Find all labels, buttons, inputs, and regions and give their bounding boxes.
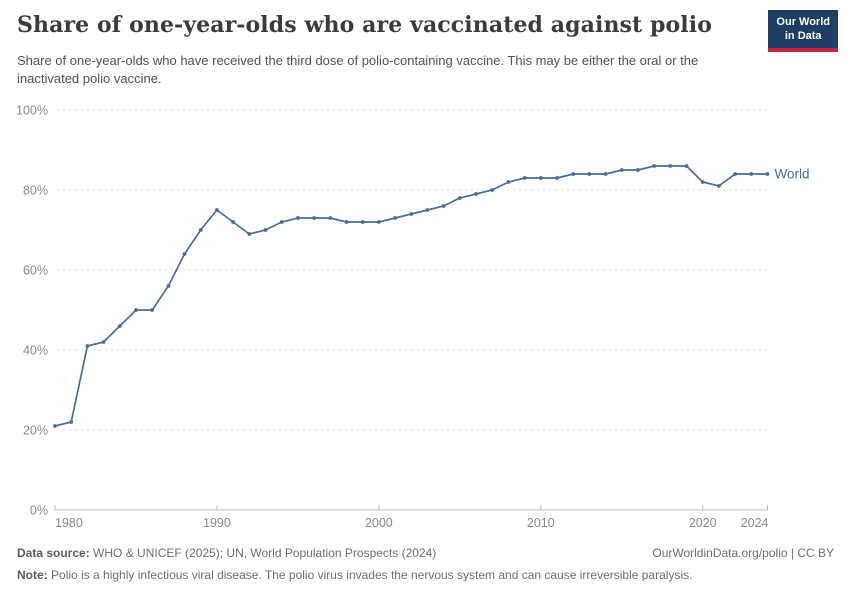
- x-axis-label: 2024: [741, 516, 769, 530]
- data-source-label: Data source:: [17, 546, 90, 560]
- y-axis-label: 60%: [23, 264, 48, 278]
- note-text: Polio is a highly infectious viral disea…: [51, 568, 693, 582]
- data-point[interactable]: [522, 176, 527, 180]
- data-point[interactable]: [571, 172, 576, 176]
- data-point[interactable]: [587, 172, 592, 176]
- data-point[interactable]: [684, 164, 689, 168]
- y-axis-label: 0%: [30, 504, 48, 518]
- data-point[interactable]: [538, 176, 543, 180]
- note-label: Note:: [17, 568, 48, 582]
- data-point[interactable]: [328, 216, 333, 220]
- data-point[interactable]: [393, 216, 397, 220]
- data-point[interactable]: [150, 308, 155, 312]
- data-point[interactable]: [490, 188, 495, 192]
- data-point[interactable]: [360, 220, 365, 224]
- data-point[interactable]: [619, 168, 624, 172]
- data-point[interactable]: [441, 204, 446, 208]
- data-point[interactable]: [279, 220, 284, 224]
- data-point[interactable]: [425, 208, 430, 212]
- data-point[interactable]: [312, 216, 316, 220]
- owid-logo-line1: Our World: [776, 16, 830, 28]
- data-point[interactable]: [296, 216, 300, 220]
- data-source-line: Data source: WHO & UNICEF (2025); UN, Wo…: [17, 546, 436, 561]
- data-point[interactable]: [377, 220, 381, 224]
- data-point[interactable]: [85, 344, 90, 348]
- y-axis-label: 100%: [16, 104, 48, 118]
- data-point[interactable]: [101, 340, 106, 344]
- attribution-link[interactable]: OurWorldinData.org/polio | CC BY: [652, 546, 834, 560]
- owid-logo-line2: in Data: [784, 30, 822, 43]
- data-point[interactable]: [457, 196, 462, 200]
- data-source-text: WHO & UNICEF (2025); UN, World Populatio…: [93, 546, 437, 560]
- y-axis-label: 40%: [23, 344, 48, 358]
- data-point[interactable]: [506, 180, 511, 184]
- data-point[interactable]: [636, 168, 640, 172]
- data-point[interactable]: [733, 172, 737, 176]
- data-point[interactable]: [603, 172, 608, 176]
- data-point[interactable]: [749, 172, 754, 176]
- data-point[interactable]: [409, 212, 414, 216]
- x-axis-label: 1980: [55, 516, 83, 530]
- data-point[interactable]: [263, 228, 268, 232]
- chart-footer: Data source: WHO & UNICEF (2025); UN, Wo…: [17, 546, 834, 583]
- chart-subtitle: Share of one-year-olds who have received…: [17, 53, 699, 87]
- data-point[interactable]: [53, 424, 57, 428]
- data-point[interactable]: [765, 172, 770, 176]
- x-axis-label: 1990: [203, 516, 231, 530]
- x-axis-label: 2010: [527, 516, 555, 530]
- data-point[interactable]: [247, 232, 252, 236]
- y-axis-label: 20%: [23, 424, 48, 438]
- data-point[interactable]: [166, 284, 171, 288]
- x-axis-label: 2020: [689, 516, 717, 530]
- data-point[interactable]: [652, 164, 656, 168]
- data-point[interactable]: [69, 420, 74, 424]
- data-point[interactable]: [717, 184, 721, 188]
- series-end-label[interactable]: World: [775, 167, 810, 182]
- data-point[interactable]: [700, 180, 705, 184]
- series-line-world[interactable]: [54, 165, 768, 427]
- data-point[interactable]: [668, 164, 673, 168]
- owid-logo[interactable]: Our World in Data: [768, 10, 838, 52]
- data-point[interactable]: [215, 208, 219, 212]
- note-line: Note: Polio is a highly infectious viral…: [17, 568, 834, 583]
- data-point[interactable]: [198, 228, 203, 232]
- page-title: Share of one-year-olds who are vaccinate…: [17, 12, 712, 38]
- data-point[interactable]: [182, 252, 187, 256]
- data-point[interactable]: [555, 176, 559, 180]
- data-point[interactable]: [344, 220, 349, 224]
- data-point[interactable]: [474, 192, 478, 196]
- data-point[interactable]: [117, 324, 122, 328]
- data-point[interactable]: [134, 308, 138, 312]
- data-point[interactable]: [231, 220, 236, 224]
- y-axis-label: 80%: [23, 184, 48, 198]
- x-axis-label: 2000: [365, 516, 393, 530]
